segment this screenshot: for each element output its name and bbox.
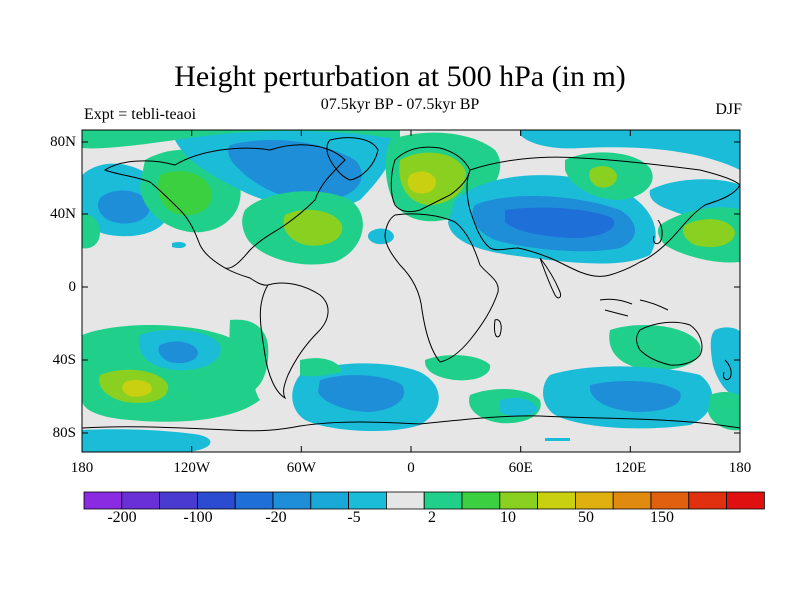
coast-madagascar: [494, 319, 502, 338]
lon-ticks: [81, 130, 741, 452]
coast-europe: [390, 146, 471, 213]
plot-subtitle: 07.5kyr BP - 07.5kyr BP: [320, 96, 480, 113]
contour-deepblue-asia: [505, 207, 615, 238]
colorbar-box: [385, 491, 425, 510]
season-label: DJF: [715, 101, 742, 118]
colorbar-box: [688, 491, 727, 510]
lat-label-80s: 80S: [52, 425, 76, 441]
coast-central-america: [224, 267, 269, 286]
contour-yellowgreen-spac: [122, 380, 152, 397]
colorbar-box: [726, 491, 765, 510]
coast-asia: [466, 156, 740, 277]
colorbar-label: -20: [265, 509, 287, 526]
lat-label-40n: 40N: [50, 206, 76, 222]
lon-label-180w: 180: [70, 460, 94, 476]
coast-north-america: [103, 144, 346, 269]
contour-green-arctic-band: [82, 130, 400, 149]
coast-new-zealand: [723, 359, 732, 381]
contour-blue-spac: [158, 341, 198, 364]
colorbar-box: [121, 491, 161, 510]
colorbar-box: [575, 491, 614, 510]
colorbar-box: [272, 491, 312, 510]
contour-cyan-eqpac: [172, 241, 186, 249]
colorbar-label: 50: [578, 509, 594, 526]
contour-cyan-sant: [82, 429, 211, 452]
plot-title: Height perturbation at 500 hPa (in m): [174, 60, 626, 93]
contour-green-aus: [609, 325, 701, 371]
colorbar-label: -5: [347, 509, 361, 526]
contour-blue-nw: [98, 190, 151, 224]
coast-australia: [636, 321, 703, 366]
colorbar-box: [461, 491, 501, 510]
coast-africa: [384, 213, 499, 363]
contour-green-satl: [300, 358, 342, 377]
lon-label-60e: 60E: [508, 460, 533, 476]
contour-lime-natl: [283, 209, 343, 246]
colorbar-box: [83, 491, 123, 510]
colorbar-box: [234, 491, 274, 510]
lon-label-120w: 120W: [173, 460, 211, 476]
contour-blue-satl: [318, 375, 405, 412]
coast-japan: [653, 219, 663, 245]
colorbar-box: [348, 491, 387, 510]
contour-cyan-arctic-east: [520, 130, 740, 170]
coast-south-america: [259, 282, 329, 400]
colorbar-label: 10: [500, 509, 516, 526]
lon-label-60w: 60W: [286, 460, 316, 476]
contour-cyan-sant2: [545, 438, 570, 441]
contour-fills: [82, 130, 740, 452]
contour-lime-siberia: [589, 166, 617, 188]
colorbar-box: [650, 491, 690, 510]
colorbar-box: [423, 491, 463, 510]
colorbar: [83, 491, 765, 510]
lat-ticks: [82, 141, 740, 434]
coast-india: [539, 257, 561, 299]
colorbar-box: [612, 491, 652, 510]
contour-lime-nw: [158, 171, 212, 216]
coast-indonesia: [599, 298, 669, 317]
colorbar-box: [196, 491, 236, 510]
contour-cyan-sind: [500, 398, 538, 417]
colorbar-label: -200: [107, 509, 137, 526]
colorbar-box: [499, 491, 538, 510]
colorbar-box: [537, 491, 576, 510]
contour-green-westedge: [82, 214, 100, 249]
colorbar-label: 150: [650, 509, 674, 526]
lon-label-180e: 180: [728, 460, 752, 476]
experiment-label: Expt = tebli-teaoi: [84, 106, 197, 123]
contour-lime-npac: [683, 219, 735, 248]
contour-green-seast: [708, 392, 740, 431]
contour-cyan-tropatl: [367, 228, 394, 245]
contour-blue-soc: [589, 380, 681, 412]
colorbar-label: 2: [428, 509, 436, 526]
contour-green-southpac-2: [229, 319, 269, 395]
lat-label-80n: 80N: [50, 134, 76, 150]
colorbar-label: -100: [183, 509, 213, 526]
lon-label-120e: 120E: [614, 460, 647, 476]
lon-label-0: 0: [407, 460, 415, 476]
lat-label-0: 0: [68, 279, 77, 295]
colorbar-box: [310, 491, 349, 510]
coastlines: [82, 137, 740, 432]
contour-yellowgreen-europe: [407, 171, 436, 194]
contour-cyan-seast: [710, 327, 740, 400]
coast-greenland: [326, 137, 379, 181]
colorbar-box: [159, 491, 198, 510]
lat-label-40s: 40S: [52, 352, 76, 368]
coast-antarctica: [82, 415, 740, 432]
